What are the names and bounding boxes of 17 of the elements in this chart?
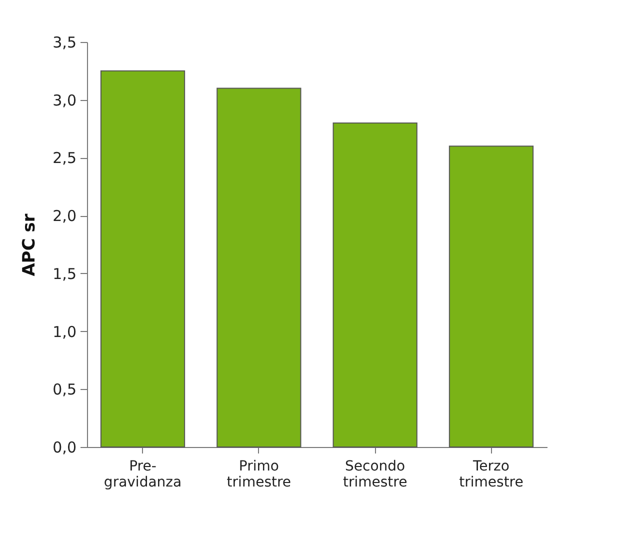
x-tick-label: Pre-gravidanza xyxy=(104,458,182,490)
y-tick-label: 0,0 xyxy=(52,438,76,456)
y-axis-title: APC sr xyxy=(20,213,40,276)
x-tick-label: Primo trimestre xyxy=(226,458,292,490)
bar xyxy=(448,146,534,448)
bar xyxy=(216,88,302,448)
y-tick-label: 1,0 xyxy=(52,322,76,341)
y-tick-label: 0,5 xyxy=(52,380,76,399)
bar xyxy=(332,122,418,448)
y-tick-label: 3,0 xyxy=(52,91,76,110)
x-tick-label: Terzo trimestre xyxy=(459,458,524,490)
bar xyxy=(100,70,186,448)
y-tick-label: 3,5 xyxy=(52,34,76,52)
y-tick-label: 2,0 xyxy=(52,207,76,226)
y-tick-label: 2,5 xyxy=(52,149,76,168)
y-tick-label: 1,5 xyxy=(52,264,76,283)
x-tick-label: Secondo trimestre xyxy=(342,458,408,490)
